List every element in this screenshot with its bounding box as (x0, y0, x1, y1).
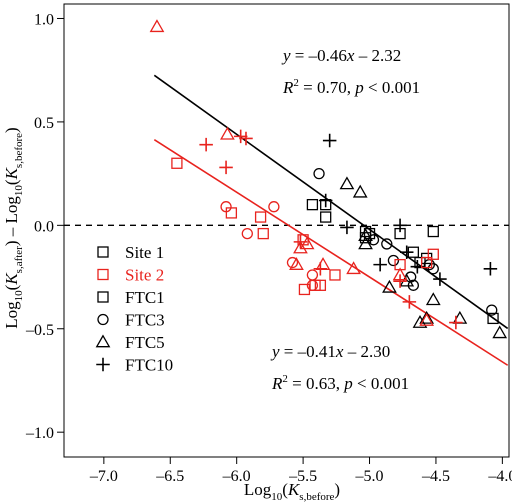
site1-triangle-point (425, 292, 441, 306)
site2-triangle-point (149, 19, 165, 33)
site2-plus-point (293, 235, 308, 249)
site1-plus-point (340, 220, 354, 235)
site2-circle-point (241, 227, 253, 240)
x-tick-label: –4.0 (487, 468, 512, 485)
plot-frame (63, 3, 510, 458)
site1-plus-point (322, 133, 337, 148)
site1-square-point (420, 252, 433, 265)
site2-square-point (420, 256, 433, 269)
site1-circle-point (427, 263, 439, 275)
x-tick-label: –5.5 (288, 468, 317, 485)
site1-stats: R2 = 0.70, p < 0.001 (282, 77, 420, 97)
site1-plus-point (373, 257, 387, 272)
y-tick-label: –0.5 (25, 322, 54, 339)
site2-square-point (225, 207, 238, 219)
site1-triangle-point (412, 314, 428, 328)
site2-plus-point (199, 137, 213, 152)
site2-triangle-point (315, 257, 331, 270)
site2-triangle-point (220, 126, 235, 140)
legend-marker-circle (97, 313, 109, 326)
site1-circle-point (381, 238, 393, 250)
data-points (149, 19, 508, 339)
site2-stats: R2 = 0.63, p < 0.001 (271, 373, 409, 393)
x-axis: –7.0 –6.5 –6.0 –5.5 –5.0 –4.5 –4.0 (89, 457, 512, 485)
y-axis: 1.0 0.5 0.0 –0.5 –1.0 (25, 11, 64, 442)
x-tick-label: –4.5 (421, 468, 450, 485)
x-tick-label: –6.5 (155, 468, 184, 485)
x-tick-label: –7.0 (89, 468, 118, 485)
site2-circle-point (306, 269, 319, 281)
site1-square-point (320, 211, 332, 223)
legend-label: Site 2 (125, 266, 164, 285)
site2-triangle-point (346, 261, 361, 275)
legend-label: FTC10 (125, 356, 173, 375)
site2-square-point (329, 269, 341, 281)
site1-plus-point (393, 218, 407, 233)
legend-label: FTC5 (125, 333, 165, 352)
site1-circle-point (387, 254, 400, 267)
x-tick-label: –6.0 (222, 468, 251, 485)
site2-circle-point (286, 256, 299, 269)
site1-plus-point (483, 262, 498, 276)
site1-equation: y = –0.46x – 2.32 (281, 46, 401, 65)
site1-circle-point (486, 304, 498, 316)
site1-triangle-point (419, 310, 435, 324)
y-tick-label: 0.0 (34, 218, 54, 235)
site2-circle-point (220, 201, 232, 213)
site1-plus-point (318, 193, 333, 208)
site2-triangle-point (289, 257, 304, 270)
site2-triangle-point (419, 312, 435, 326)
x-axis-label: Log10(Ks,before) (244, 480, 340, 503)
y-tick-label: 1.0 (34, 11, 54, 28)
site1-plus-point (433, 272, 447, 286)
site1-square-point (427, 225, 439, 238)
site1-triangle-point (358, 228, 373, 242)
site1-triangle-point (352, 184, 368, 198)
legend-marker-triangle (95, 334, 111, 348)
site1-triangle-point (492, 325, 508, 339)
site1-circle-point (313, 167, 325, 180)
legend-label: Site 1 (125, 243, 164, 262)
legend-marker-plus (96, 357, 110, 372)
site1-triangle-point (358, 236, 373, 250)
site2-circle-point (268, 201, 280, 213)
site2-square-point (314, 279, 327, 291)
site2-plus-point (393, 274, 407, 288)
site2-triangle-point (299, 236, 315, 250)
site2-regression-line (153, 138, 509, 366)
x-tick-label: –5.0 (355, 468, 384, 485)
y-tick-label: –1.0 (25, 425, 54, 442)
legend-marker-square (97, 246, 109, 258)
site2-plus-point (313, 262, 328, 276)
site2-square-point (171, 157, 183, 169)
legend-label: FTC1 (125, 288, 165, 307)
site2-plus-point (219, 160, 233, 175)
site2-triangle-point (293, 240, 308, 254)
legend-marker-square (97, 291, 109, 303)
site2-plus-point (233, 129, 248, 144)
site2-equation: y = –0.41x – 2.30 (270, 342, 390, 361)
site2-plus-point (239, 131, 253, 146)
site1-triangle-point (339, 176, 355, 190)
site1-triangle-point (382, 279, 397, 293)
y-tick-label: 0.5 (34, 115, 54, 132)
site2-plus-point (402, 295, 417, 309)
legend: Site 1 Site 2 FTC1 FTC3 FTC5 FTC10 (95, 243, 173, 375)
site2-plus-point (449, 315, 463, 330)
site2-square-point (427, 248, 439, 260)
site2-square-point (254, 211, 267, 223)
legend-label: FTC3 (125, 311, 165, 330)
site1-plus-point (399, 245, 414, 259)
legend-marker-square (97, 268, 109, 281)
site2-square-point (257, 227, 269, 240)
y-axis-label: Log10(Ks,after) – Log10(Ks,before) (2, 127, 25, 328)
site1-square-point (487, 312, 499, 325)
site1-square-point (306, 198, 319, 211)
site1-square-point (363, 227, 376, 240)
site2-circle-point (306, 279, 319, 291)
